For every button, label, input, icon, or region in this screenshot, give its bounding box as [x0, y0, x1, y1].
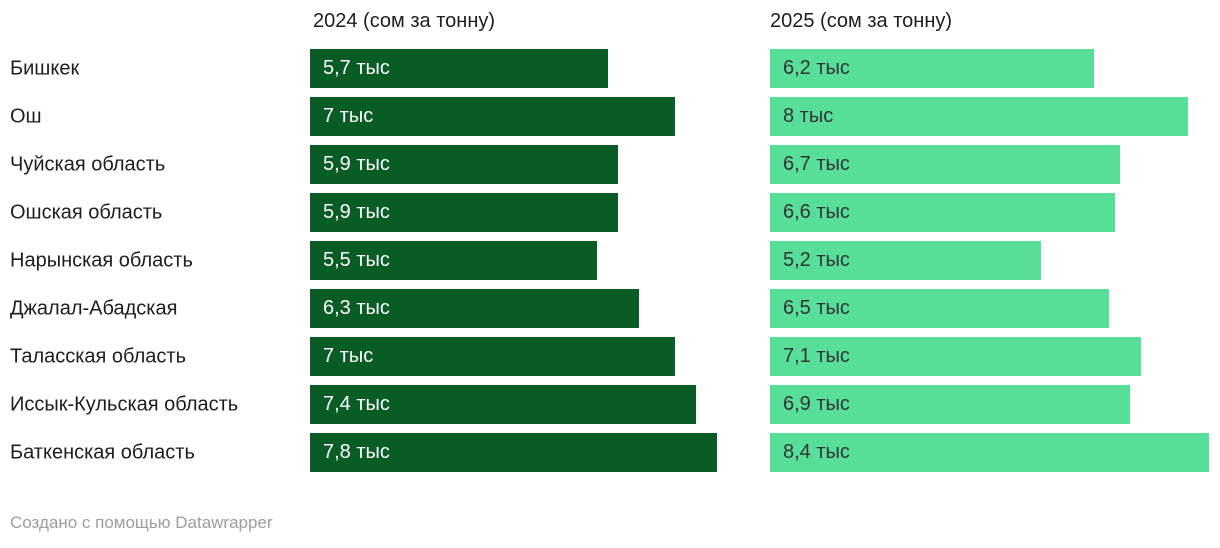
category-label: Ошская область [10, 201, 163, 223]
bar-2025: 8 тыс [770, 97, 1188, 136]
bar-value-label: 7,8 тыс [323, 441, 390, 463]
bar-value-label: 7,4 тыс [323, 393, 390, 415]
bar-value-label: 6,7 тыс [783, 153, 850, 175]
bar-2024: 5,9 тыс [310, 193, 618, 232]
chart-row: Баткенская область 7,8 тыс 8,4 тыс [0, 433, 1220, 472]
bar-2025: 6,5 тыс [770, 289, 1110, 328]
bar-2024: 6,3 тыс [310, 289, 639, 328]
category-label: Бишкек [10, 57, 80, 79]
chart-row: Ошская область 5,9 тыс 6,6 тыс [0, 193, 1220, 232]
category-label: Ош [10, 105, 42, 127]
bar-value-label: 6,9 тыс [783, 393, 850, 415]
bar-2025: 6,9 тыс [770, 385, 1131, 424]
bar-value-label: 6,5 тыс [783, 297, 850, 319]
category-label: Джалал-Абадская [10, 297, 178, 319]
bar-2025: 7,1 тыс [770, 337, 1141, 376]
bar-value-label: 7 тыс [323, 345, 374, 367]
chart-row: Нарынская область 5,5 тыс 5,2 тыс [0, 241, 1220, 280]
bar-2024: 7 тыс [310, 97, 676, 136]
bar-value-label: 6,2 тыс [783, 57, 850, 79]
bar-2025: 5,2 тыс [770, 241, 1042, 280]
bar-value-label: 7 тыс [323, 105, 374, 127]
category-label: Баткенская область [10, 441, 195, 463]
bar-2024: 5,7 тыс [310, 49, 608, 88]
category-label: Иссык-Кульская область [10, 393, 239, 415]
bar-2025: 6,7 тыс [770, 145, 1120, 184]
bar-value-label: 5,5 тыс [323, 249, 390, 271]
bar-value-label: 5,9 тыс [323, 153, 390, 175]
bar-value-label: 8 тыс [783, 105, 834, 127]
category-label: Нарынская область [10, 249, 193, 271]
bar-2024: 7,4 тыс [310, 385, 697, 424]
chart-row: Ош 7 тыс 8 тыс [0, 97, 1220, 136]
bar-2024: 5,9 тыс [310, 145, 618, 184]
chart-row: Иссык-Кульская область 7,4 тыс 6,9 тыс [0, 385, 1220, 424]
bar-value-label: 6,6 тыс [783, 201, 850, 223]
bar-2025: 6,2 тыс [770, 49, 1094, 88]
bar-2024: 7,8 тыс [310, 433, 718, 472]
bar-2025: 6,6 тыс [770, 193, 1115, 232]
bar-2025: 8,4 тыс [770, 433, 1209, 472]
chart-row: Чуйская область 5,9 тыс 6,7 тыс [0, 145, 1220, 184]
column-header-2024: 2024 (сом за тонну) [313, 10, 496, 32]
chart-row: Джалал-Абадская 6,3 тыс 6,5 тыс [0, 289, 1220, 328]
bar-value-label: 5,7 тыс [323, 57, 390, 79]
bar-value-label: 7,1 тыс [783, 345, 850, 367]
bar-2024: 5,5 тыс [310, 241, 598, 280]
bar-2024: 7 тыс [310, 337, 676, 376]
bar-value-label: 5,9 тыс [323, 201, 390, 223]
bar-value-label: 8,4 тыс [783, 441, 850, 463]
chart-rows: Бишкек 5,7 тыс 6,2 тыс Ош 7 тыс 8 тыс Чуйская … [0, 49, 1220, 481]
column-header-2025: 2025 (сом за тонну) [770, 10, 953, 32]
category-label: Чуйская область [10, 153, 166, 175]
chart-row: Таласская область 7 тыс 7,1 тыс [0, 337, 1220, 376]
bar-value-label: 5,2 тыс [783, 249, 850, 271]
chart-row: Бишкек 5,7 тыс 6,2 тыс [0, 49, 1220, 88]
datawrapper-attribution-link[interactable]: Создано с помощью Datawrapper [10, 513, 273, 532]
category-label: Таласская область [10, 345, 186, 367]
bar-value-label: 6,3 тыс [323, 297, 390, 319]
